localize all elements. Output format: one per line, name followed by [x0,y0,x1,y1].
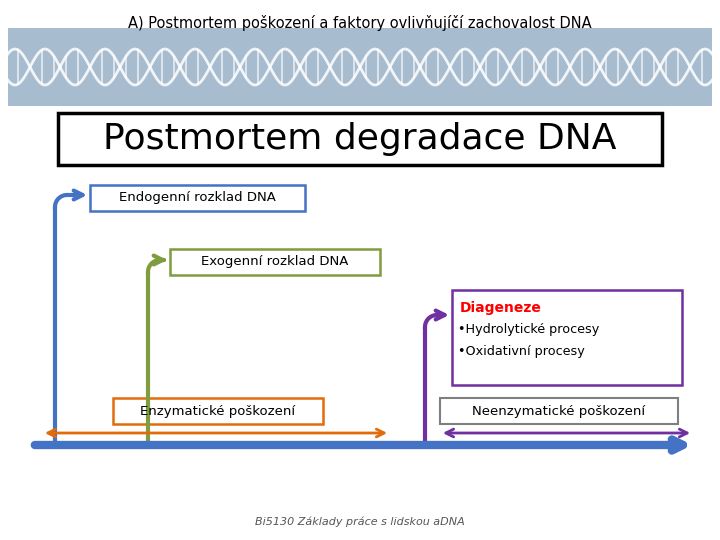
Text: Enzymatické poškození: Enzymatické poškození [140,404,296,417]
Text: Diageneze: Diageneze [460,301,542,315]
Text: Endogenní rozklad DNA: Endogenní rozklad DNA [119,192,276,205]
FancyBboxPatch shape [90,185,305,211]
Text: A) Postmortem poškození a faktory ovlivňujíčí zachovalost DNA: A) Postmortem poškození a faktory ovlivň… [128,15,592,31]
FancyBboxPatch shape [440,398,678,424]
Text: •Hydrolytické procesy: •Hydrolytické procesy [458,323,599,336]
Text: Exogenní rozklad DNA: Exogenní rozklad DNA [202,255,348,268]
FancyBboxPatch shape [113,398,323,424]
FancyBboxPatch shape [452,290,682,385]
FancyBboxPatch shape [8,28,712,106]
FancyBboxPatch shape [58,113,662,165]
Text: Bi5130 Základy práce s lidskou aDNA: Bi5130 Základy práce s lidskou aDNA [255,517,465,527]
Text: Neenzymatické poškození: Neenzymatické poškození [472,404,646,417]
Text: •Oxidativní procesy: •Oxidativní procesy [458,346,585,359]
FancyBboxPatch shape [170,249,380,275]
Text: Postmortem degradace DNA: Postmortem degradace DNA [103,122,617,156]
